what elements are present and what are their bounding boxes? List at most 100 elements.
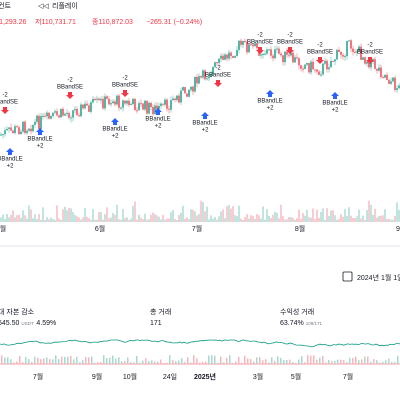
signal-arrow: [316, 57, 324, 64]
trade-bar: [259, 357, 261, 364]
candle: [22, 121, 24, 132]
candle: [14, 126, 16, 134]
candle: [104, 96, 106, 109]
volume-bar: [278, 218, 280, 222]
candle: [62, 108, 64, 116]
replay-button[interactable]: 리플레이: [52, 1, 78, 10]
volume-bar: [300, 219, 302, 222]
trade-bar: [358, 360, 360, 364]
trade-bar: [10, 359, 12, 364]
candle: [54, 111, 56, 113]
volume-bar: [90, 219, 92, 222]
volume-bar: [118, 219, 120, 222]
volume-bar: [10, 214, 12, 222]
chart-tab[interactable]: 컨트: [0, 1, 11, 10]
volume-bar: [244, 217, 246, 222]
candle: [290, 52, 292, 56]
calendar-icon[interactable]: [342, 271, 353, 282]
trade-bar: [205, 361, 207, 364]
candle: [60, 108, 62, 118]
volume-bar: [280, 204, 282, 222]
candle: [314, 69, 316, 71]
trade-bar: [64, 356, 66, 364]
candle: [94, 98, 96, 100]
volume-bar: [84, 208, 86, 222]
signal-qty: -2: [122, 76, 128, 82]
candle: [282, 55, 284, 63]
replay-icon[interactable]: ◁◁: [38, 3, 49, 10]
axis-label: 월: [0, 224, 6, 233]
candle: [126, 100, 128, 104]
trade-bar: [331, 360, 333, 364]
candle: [78, 115, 80, 117]
trade-bar: [238, 356, 240, 364]
candle: [190, 86, 192, 90]
volume-bar: [242, 219, 244, 222]
volume-bar: [204, 211, 206, 222]
volume-bar: [172, 209, 174, 222]
trade-bar: [127, 357, 129, 364]
signal-qty: +2: [155, 124, 163, 130]
volume-bar: [206, 206, 208, 222]
volume-bar: [262, 206, 264, 222]
volume-bar: [100, 212, 102, 222]
trade-bar: [28, 359, 30, 364]
trade-bar: [379, 362, 381, 364]
signal-label: BBandLE: [102, 127, 127, 133]
volume-bar: [164, 219, 166, 222]
candle: [246, 42, 248, 53]
trade-bar: [73, 359, 75, 364]
trade-bar: [148, 360, 150, 364]
trade-bar: [280, 357, 282, 364]
trade-bar: [361, 359, 363, 364]
volume-bar: [214, 217, 216, 222]
candle: [254, 43, 256, 47]
candle: [26, 130, 28, 134]
trade-bar: [49, 359, 51, 364]
trade-bar: [295, 362, 297, 364]
trade-bar: [376, 360, 378, 364]
trade-bar: [397, 355, 399, 364]
volume-bar: [176, 219, 178, 222]
candle: [74, 108, 76, 111]
signal-label: BBandSE: [205, 73, 231, 79]
trade-bar: [322, 355, 324, 364]
volume-bar: [344, 209, 346, 222]
candle: [2, 134, 4, 136]
volume-bar: [392, 219, 394, 222]
signal-label: BBandSE: [277, 40, 303, 46]
trade-bar: [142, 360, 144, 364]
volume-bar: [12, 210, 14, 222]
candle: [366, 61, 368, 64]
price-candles: [0, 38, 400, 139]
candle: [294, 57, 296, 63]
candle: [64, 113, 66, 116]
trade-bar: [7, 357, 9, 364]
volume-bar: [74, 215, 76, 222]
main-axis: 월 6월 7월 8월 9: [0, 224, 400, 233]
volume-bar: [68, 207, 70, 222]
volume-bar: [246, 214, 248, 222]
axis-label: 6월: [95, 224, 105, 233]
candle: [174, 98, 176, 101]
trade-bar: [232, 362, 234, 364]
volume-bar: [288, 216, 290, 222]
trade-bar: [34, 356, 36, 364]
volume-bar: [14, 217, 16, 222]
trade-bar: [247, 358, 249, 364]
volume-bar: [260, 218, 262, 222]
candle: [286, 51, 288, 55]
volume-bar: [42, 207, 44, 222]
candle: [248, 44, 250, 53]
candle: [48, 112, 50, 119]
signal-qty: -2: [215, 66, 221, 72]
candle: [148, 102, 150, 114]
trade-bar: [157, 361, 159, 364]
date-range[interactable]: 2024년 1월 1일 —: [357, 273, 400, 282]
volume-bar: [6, 213, 8, 222]
candle: [86, 103, 88, 106]
candle: [316, 69, 318, 72]
volume-bar: [166, 218, 168, 222]
signal-qty: +2: [7, 164, 15, 170]
trade-bar: [118, 357, 120, 364]
